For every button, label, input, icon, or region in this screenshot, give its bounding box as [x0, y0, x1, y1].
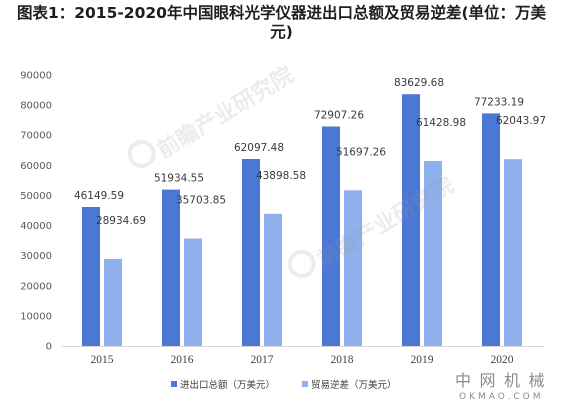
bar-import-export-total-2015 — [82, 207, 100, 346]
x-tick-label-2015: 2015 — [91, 354, 114, 366]
x-tick-label-2019: 2019 — [411, 354, 434, 366]
site-logo: 中网机械 OKMAO.COM — [455, 371, 553, 402]
legend: 进出口总额（万美元） 贸易逆差（万美元） — [171, 379, 397, 391]
watermark: 前瞻产业研究院 — [127, 62, 298, 168]
bar-trade-deficit-2015 — [104, 258, 122, 346]
x-tick-label-2018: 2018 — [331, 354, 354, 366]
data-label-trade-deficit-2019: 61428.98 — [416, 117, 466, 129]
data-label-trade-deficit-2020: 62043.97 — [496, 115, 546, 127]
y-tick-label-90000: 90000 — [20, 71, 52, 82]
site-logo-en: OKMAO.COM — [459, 392, 543, 402]
data-label-import-export-total-2015: 46149.59 — [74, 190, 124, 202]
y-tick-label-60000: 60000 — [20, 161, 52, 172]
y-tick-label-50000: 50000 — [20, 191, 52, 202]
data-label-import-export-total-2017: 62097.48 — [234, 142, 284, 154]
data-label-import-export-total-2019: 83629.68 — [394, 77, 444, 89]
bars — [82, 94, 522, 347]
x-tick-label-2020: 2020 — [491, 354, 514, 366]
bar-import-export-total-2019 — [402, 94, 420, 346]
data-label-import-export-total-2020: 77233.19 — [474, 96, 524, 108]
bar-trade-deficit-2019 — [424, 161, 442, 346]
data-label-trade-deficit-2018: 51697.26 — [336, 146, 386, 158]
bar-trade-deficit-2020 — [504, 159, 522, 346]
legend-label-trade-deficit: 贸易逆差（万美元） — [311, 379, 397, 391]
y-axis: 0 10000 20000 30000 40000 50000 60000 70000 8000… — [20, 71, 52, 353]
chart-title: 图表1：2015-2020年中国眼科光学仪器进出口总额及贸易逆差(单位：万美元) — [16, 4, 547, 41]
data-label-import-export-total-2018: 72907.26 — [314, 110, 364, 122]
y-tick-label-0: 0 — [46, 342, 52, 353]
data-label-import-export-total-2016: 51934.55 — [154, 173, 204, 185]
bar-import-export-total-2018 — [322, 126, 340, 346]
bar-import-export-total-2020 — [482, 113, 500, 347]
watermark-logo-icon — [127, 139, 156, 168]
data-label-trade-deficit-2016: 35703.85 — [176, 195, 226, 207]
y-tick-label-70000: 70000 — [20, 131, 52, 142]
data-label-trade-deficit-2015: 28934.69 — [96, 215, 146, 227]
bar-trade-deficit-2018 — [344, 190, 362, 346]
bar-trade-deficit-2017 — [264, 213, 282, 346]
y-tick-label-20000: 20000 — [20, 281, 52, 292]
y-tick-label-40000: 40000 — [20, 221, 52, 232]
legend-swatch-trade-deficit — [302, 381, 308, 387]
site-logo-cn: 中网机械 — [455, 371, 553, 390]
y-tick-label-30000: 30000 — [20, 251, 52, 262]
x-axis-tick-labels: 2015 2016 2017 2018 2019 2020 — [91, 354, 514, 366]
data-labels: 46149.59 51934.55 62097.48 72907.26 83629.68… — [74, 77, 546, 227]
bar-trade-deficit-2016 — [184, 238, 202, 346]
legend-swatch-import-export-total — [171, 381, 177, 387]
x-tick-label-2016: 2016 — [171, 354, 194, 366]
x-tick-label-2017: 2017 — [251, 354, 274, 366]
y-tick-label-80000: 80000 — [20, 101, 52, 112]
bar-import-export-total-2017 — [242, 159, 260, 346]
watermark-logo-icon — [287, 249, 316, 278]
bar-import-export-total-2016 — [162, 189, 180, 346]
y-tick-label-10000: 10000 — [20, 311, 52, 322]
data-label-trade-deficit-2017: 43898.58 — [256, 170, 306, 182]
legend-label-import-export-total: 进出口总额（万美元） — [180, 379, 275, 391]
